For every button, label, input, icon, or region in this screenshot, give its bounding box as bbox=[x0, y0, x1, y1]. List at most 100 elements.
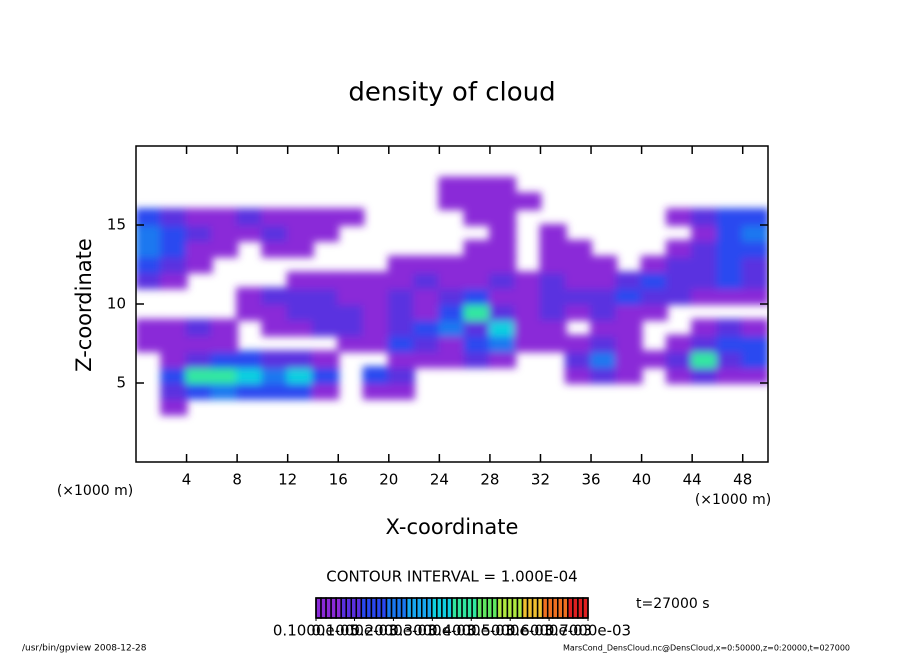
density-cell bbox=[665, 239, 694, 258]
colorbar-strip bbox=[325, 597, 332, 619]
density-cell bbox=[362, 334, 390, 353]
density-cell bbox=[741, 271, 768, 290]
colorbar-strip bbox=[582, 597, 589, 619]
colorbar-tick-label: 0.3000e-03 bbox=[389, 622, 475, 640]
density-cell bbox=[741, 224, 768, 242]
colorbar-strip bbox=[315, 597, 322, 619]
density-cell bbox=[210, 208, 239, 226]
density-cell bbox=[413, 271, 441, 290]
density-cell bbox=[136, 318, 163, 337]
colorbar-strip bbox=[526, 597, 534, 619]
density-cell bbox=[160, 208, 188, 226]
colorbar-strip bbox=[370, 597, 378, 619]
footer: /usr/bin/gpview 2008-12-28 bbox=[22, 644, 147, 654]
colorbar-strip bbox=[531, 597, 539, 619]
density-cell bbox=[463, 239, 491, 258]
density-cell bbox=[463, 350, 491, 369]
density-cell bbox=[539, 287, 567, 305]
x-tick-label: 8 bbox=[232, 471, 242, 489]
density-cell bbox=[488, 303, 517, 321]
density-cell bbox=[362, 382, 390, 400]
x-tick-label: 36 bbox=[581, 471, 600, 489]
density-cell bbox=[640, 303, 668, 321]
density-cell bbox=[413, 318, 441, 337]
density-cell bbox=[337, 208, 365, 226]
density-cell bbox=[691, 208, 719, 226]
density-cell bbox=[236, 366, 264, 384]
colorbar-strip bbox=[415, 597, 423, 619]
density-cell bbox=[564, 366, 593, 384]
density-cell bbox=[564, 239, 593, 258]
density-cell bbox=[438, 192, 466, 211]
density-cell bbox=[387, 255, 416, 274]
colorbar-strip bbox=[436, 597, 443, 619]
density-cell bbox=[741, 239, 768, 258]
density-cell bbox=[160, 318, 188, 337]
density-cell bbox=[185, 366, 213, 384]
density-cell bbox=[564, 255, 593, 274]
time-label: t=27000 s bbox=[636, 596, 710, 612]
density-cell bbox=[210, 382, 239, 400]
colorbar-strip bbox=[521, 597, 529, 619]
density-cell bbox=[136, 255, 163, 274]
density-cell bbox=[236, 382, 264, 400]
density-cell bbox=[741, 255, 768, 274]
x-tick-label: 24 bbox=[430, 471, 449, 489]
colorbar-strip bbox=[410, 597, 418, 619]
density-cell bbox=[160, 334, 188, 353]
density-cell bbox=[590, 366, 618, 384]
density-cell bbox=[716, 255, 744, 274]
density-cell bbox=[665, 255, 694, 274]
density-cell bbox=[413, 255, 441, 274]
x-tick-label: 20 bbox=[379, 471, 398, 489]
density-cell bbox=[286, 224, 314, 242]
density-cell bbox=[337, 287, 365, 305]
density-cell bbox=[160, 382, 188, 400]
colorbar-strip bbox=[400, 597, 408, 619]
colorbar-strip bbox=[496, 597, 504, 619]
density-cell bbox=[691, 287, 719, 305]
density-cell bbox=[488, 350, 517, 369]
density-cell bbox=[691, 350, 719, 369]
density-cell bbox=[488, 318, 517, 337]
x-tick-label: 28 bbox=[480, 471, 499, 489]
density-cell bbox=[236, 208, 264, 226]
density-cell bbox=[488, 208, 517, 226]
density-cell bbox=[590, 287, 618, 305]
density-cell bbox=[438, 350, 466, 369]
x-tick-label: 12 bbox=[278, 471, 297, 489]
density-cell bbox=[236, 350, 264, 369]
density-cell bbox=[311, 366, 340, 384]
density-cell bbox=[261, 366, 289, 384]
colorbar-strip bbox=[345, 597, 353, 619]
colorbar-strip bbox=[431, 597, 438, 619]
x-tick-label: 44 bbox=[683, 471, 702, 489]
density-cell bbox=[463, 318, 491, 337]
density-cell bbox=[160, 271, 188, 290]
density-cell bbox=[311, 224, 340, 242]
colorbar-strip bbox=[421, 597, 428, 619]
density-cell bbox=[185, 208, 213, 226]
density-cell bbox=[185, 255, 213, 274]
density-cell bbox=[463, 192, 491, 211]
density-cell bbox=[210, 334, 239, 353]
density-cell bbox=[615, 287, 643, 305]
colorbar-strip bbox=[577, 597, 584, 619]
density-cell bbox=[261, 318, 289, 337]
colorbar-strip bbox=[405, 597, 413, 619]
density-cell bbox=[488, 192, 517, 211]
colorbar-strip bbox=[511, 597, 519, 619]
density-cell bbox=[514, 287, 542, 305]
colorbar-strip bbox=[395, 597, 403, 619]
density-cell bbox=[261, 350, 289, 369]
x-axis-label: X-coordinate bbox=[386, 515, 519, 539]
density-cell bbox=[514, 318, 542, 337]
density-cell bbox=[311, 303, 340, 321]
density-cell bbox=[665, 366, 694, 384]
density-cell bbox=[261, 287, 289, 305]
density-cell bbox=[261, 208, 289, 226]
density-cell bbox=[413, 287, 441, 305]
colorbar-strip bbox=[390, 597, 398, 619]
colorbar-strip bbox=[375, 597, 383, 619]
density-cell bbox=[640, 271, 668, 290]
